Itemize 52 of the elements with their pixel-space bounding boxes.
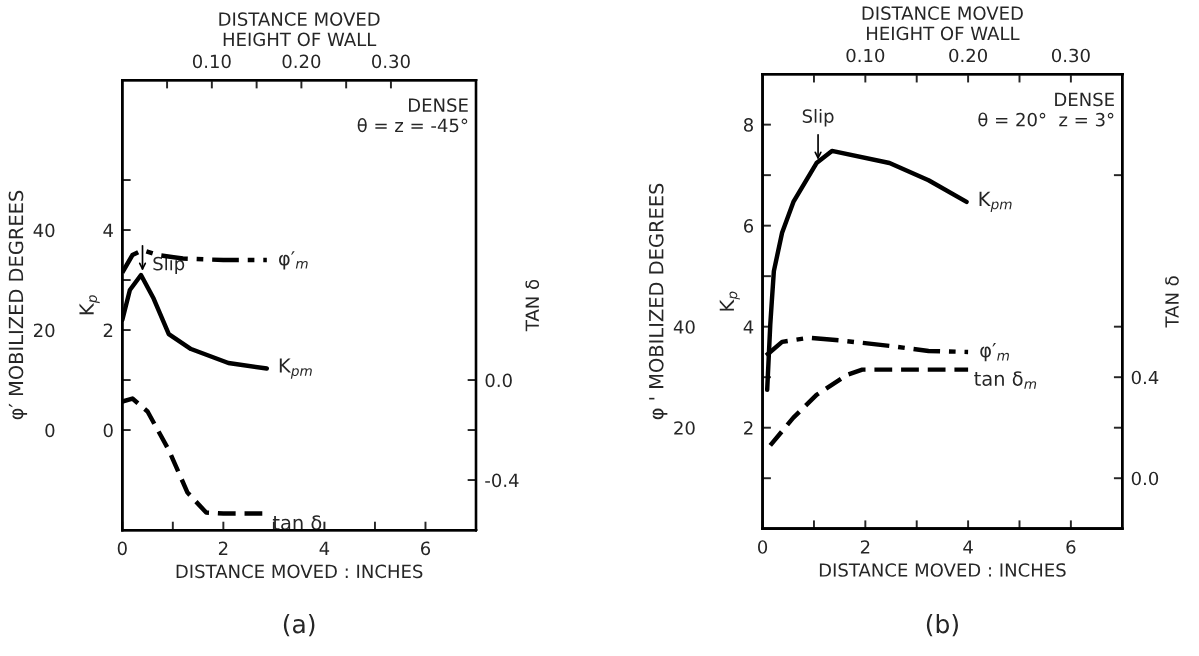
y-axis-title: K$_{p}$ bbox=[79, 295, 100, 315]
y3-tick-label: 20 bbox=[674, 421, 695, 435]
series-label: φ′$_{m}$ bbox=[278, 251, 308, 270]
annotation: DENSE θ = 20° z = 3° bbox=[978, 92, 1114, 127]
x2-axis-title: DISTANCE MOVED HEIGHT OF WALL bbox=[862, 6, 1023, 41]
x2-tick-label: 0.20 bbox=[949, 48, 988, 63]
y-axis-title: K$_{p}$ bbox=[719, 291, 740, 311]
x-tick-label: 4 bbox=[963, 540, 973, 554]
text: (b) bbox=[926, 614, 958, 637]
x-tick-label: 4 bbox=[319, 541, 330, 555]
x2-tick-label: 0.30 bbox=[1051, 48, 1090, 63]
x2-tick-label: 0.30 bbox=[372, 54, 410, 69]
y-tick-label: 4 bbox=[103, 223, 113, 237]
text: (a) bbox=[283, 614, 315, 637]
y-tick-label: 4 bbox=[743, 320, 754, 334]
series-label: K$_{pm}$ bbox=[979, 191, 1012, 213]
y2-axis-title: TAN δ bbox=[1165, 276, 1179, 328]
y3-tick-label: 40 bbox=[33, 223, 55, 238]
x-tick-label: 2 bbox=[218, 541, 228, 555]
x-axis-title: DISTANCE MOVED : INCHES bbox=[176, 564, 423, 579]
x-tick-label: 6 bbox=[420, 541, 431, 556]
y3-axis-title: φ′ MOBILIZED DEGREES bbox=[8, 190, 28, 420]
x2-tick-label: 0.10 bbox=[846, 48, 885, 63]
annotation: DENSE θ = z = -45° bbox=[357, 98, 468, 133]
y-tick-label: 6 bbox=[744, 219, 754, 233]
series-label: tan δ$_{m}$ bbox=[974, 371, 1037, 389]
y3-tick-label: 0 bbox=[45, 423, 55, 438]
x-axis-title: DISTANCE MOVED : INCHES bbox=[819, 563, 1066, 577]
series-label: K$_{pm}$ bbox=[279, 358, 312, 379]
y2-axis-title: TAN δ bbox=[525, 279, 540, 332]
x2-tick-label: 0.20 bbox=[282, 54, 321, 69]
y2-tick-label: 0.0 bbox=[485, 373, 512, 388]
x2-axis-title: DISTANCE MOVED HEIGHT OF WALL bbox=[219, 12, 380, 47]
y2-tick-label: -0.4 bbox=[485, 473, 519, 488]
y-tick-label: 0 bbox=[103, 423, 113, 438]
series-label: φ′$_{m}$ bbox=[980, 343, 1009, 362]
y-tick-label: 2 bbox=[744, 421, 753, 435]
y3-axis-title: φ ' MOBILIZED DEGREES bbox=[648, 183, 668, 420]
y2-tick-label: 0.4 bbox=[1131, 370, 1159, 385]
x-tick-label: 6 bbox=[1066, 540, 1076, 554]
y3-tick-label: 40 bbox=[673, 320, 695, 334]
y-tick-label: 8 bbox=[743, 118, 753, 132]
y3-tick-label: 20 bbox=[33, 323, 55, 338]
y-tick-label: 2 bbox=[103, 323, 113, 337]
x2-tick-label: 0.10 bbox=[192, 54, 231, 69]
annotation: Slip bbox=[802, 108, 834, 127]
x-tick-label: 0 bbox=[758, 540, 768, 554]
annotation: Slip bbox=[153, 256, 185, 274]
x-tick-label: 2 bbox=[860, 540, 870, 554]
y2-tick-label: 0.0 bbox=[1131, 471, 1159, 486]
x-tick-label: 0 bbox=[117, 541, 127, 556]
line-series bbox=[768, 367, 971, 448]
